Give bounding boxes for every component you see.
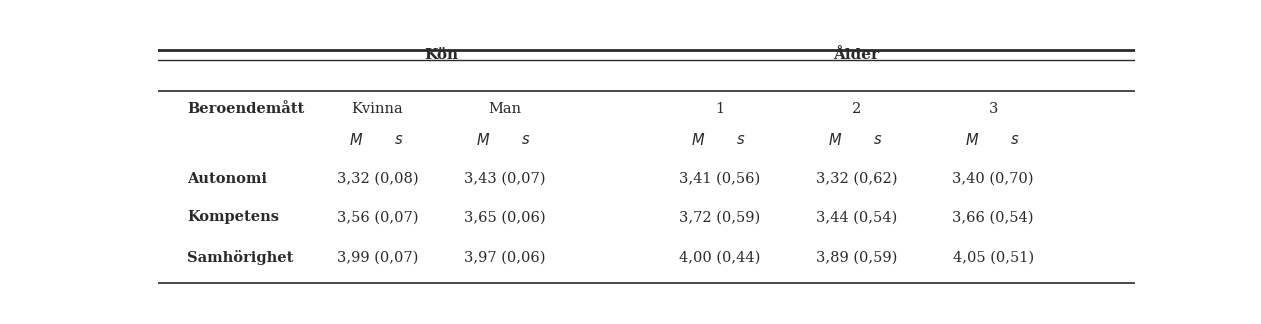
- Text: 3,99 (0,07): 3,99 (0,07): [337, 250, 419, 264]
- Text: 3,65 (0,06): 3,65 (0,06): [464, 210, 545, 224]
- Text: Autonomi: Autonomi: [187, 172, 267, 186]
- Text: Kvinna: Kvinna: [352, 102, 404, 116]
- Text: 3,32 (0,08): 3,32 (0,08): [337, 172, 419, 186]
- Text: 4,00 (0,44): 4,00 (0,44): [678, 250, 760, 264]
- Text: 3: 3: [989, 102, 997, 116]
- Text: $s$: $s$: [1010, 133, 1019, 147]
- Text: 3,66 (0,54): 3,66 (0,54): [952, 210, 1034, 224]
- Text: 3,56 (0,07): 3,56 (0,07): [337, 210, 419, 224]
- Text: $s$: $s$: [395, 133, 404, 147]
- Text: $s$: $s$: [521, 133, 531, 147]
- Text: 4,05 (0,51): 4,05 (0,51): [952, 250, 1034, 264]
- Text: 3,40 (0,70): 3,40 (0,70): [952, 172, 1034, 186]
- Text: 3,32 (0,62): 3,32 (0,62): [816, 172, 897, 186]
- Text: $M$: $M$: [827, 132, 842, 148]
- Text: 3,44 (0,54): 3,44 (0,54): [816, 210, 897, 224]
- Text: 2: 2: [851, 102, 861, 116]
- Text: $M$: $M$: [965, 132, 979, 148]
- Text: $s$: $s$: [736, 133, 745, 147]
- Text: 3,97 (0,06): 3,97 (0,06): [464, 250, 545, 264]
- Text: Beroendemått: Beroendemått: [187, 102, 304, 116]
- Text: Kompetens: Kompetens: [187, 210, 279, 224]
- Text: 3,72 (0,59): 3,72 (0,59): [678, 210, 760, 224]
- Text: $M$: $M$: [349, 132, 363, 148]
- Text: Kön: Kön: [424, 48, 458, 62]
- Text: $M$: $M$: [691, 132, 705, 148]
- Text: Samhörighet: Samhörighet: [187, 250, 294, 265]
- Text: 3,41 (0,56): 3,41 (0,56): [678, 172, 760, 186]
- Text: 3,89 (0,59): 3,89 (0,59): [816, 250, 897, 264]
- Text: Ålder: Ålder: [834, 48, 879, 62]
- Text: Man: Man: [488, 102, 521, 116]
- Text: $s$: $s$: [873, 133, 883, 147]
- Text: 1: 1: [715, 102, 724, 116]
- Text: $M$: $M$: [475, 132, 491, 148]
- Text: 3,43 (0,07): 3,43 (0,07): [464, 172, 545, 186]
